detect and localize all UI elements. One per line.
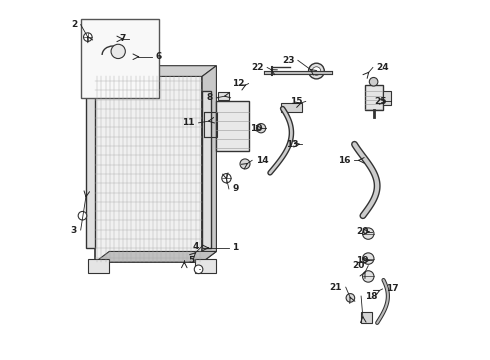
Polygon shape — [95, 251, 217, 262]
Text: 22: 22 — [251, 63, 264, 72]
Text: 20: 20 — [356, 227, 368, 236]
Text: 25: 25 — [375, 97, 387, 106]
Bar — [195, 258, 217, 273]
Bar — [202, 91, 211, 248]
Circle shape — [363, 228, 374, 239]
Text: 15: 15 — [290, 97, 302, 106]
Circle shape — [363, 271, 374, 282]
Bar — [218, 93, 229, 100]
Text: 21: 21 — [330, 283, 342, 292]
Circle shape — [346, 294, 355, 302]
Text: 18: 18 — [365, 292, 377, 301]
Circle shape — [83, 33, 92, 41]
Text: 20: 20 — [352, 261, 365, 270]
Circle shape — [78, 211, 87, 220]
Text: 3: 3 — [71, 225, 77, 234]
Bar — [383, 91, 392, 105]
Text: 23: 23 — [282, 56, 294, 65]
Text: 7: 7 — [119, 35, 125, 44]
Polygon shape — [202, 66, 217, 262]
Text: 5: 5 — [188, 256, 194, 265]
Polygon shape — [95, 66, 217, 76]
Bar — [217, 102, 248, 152]
Circle shape — [240, 159, 250, 169]
Text: 13: 13 — [286, 140, 298, 149]
Text: 10: 10 — [250, 124, 263, 133]
Circle shape — [369, 77, 378, 86]
Text: 6: 6 — [156, 52, 162, 61]
Bar — [86, 91, 95, 248]
Circle shape — [222, 174, 231, 183]
Text: 14: 14 — [256, 156, 269, 165]
Circle shape — [194, 265, 203, 274]
Text: 2: 2 — [71, 20, 77, 29]
Text: 16: 16 — [338, 156, 350, 165]
Circle shape — [309, 63, 324, 79]
Bar — [81, 19, 159, 98]
Text: 24: 24 — [376, 63, 389, 72]
Text: 8: 8 — [207, 93, 213, 102]
Bar — [281, 103, 302, 112]
Circle shape — [256, 123, 266, 133]
Bar — [361, 312, 372, 323]
Circle shape — [312, 67, 321, 75]
Ellipse shape — [218, 95, 229, 100]
Text: 11: 11 — [182, 118, 195, 127]
Text: 9: 9 — [232, 184, 239, 193]
Bar — [95, 76, 202, 262]
Circle shape — [111, 44, 125, 59]
Text: 17: 17 — [386, 284, 399, 293]
Bar — [204, 112, 218, 137]
Circle shape — [363, 253, 374, 264]
Text: 19: 19 — [356, 256, 368, 265]
Text: 1: 1 — [232, 243, 239, 252]
Bar — [88, 258, 109, 273]
Text: 12: 12 — [232, 79, 245, 88]
Text: 4: 4 — [192, 242, 198, 251]
Bar — [365, 85, 383, 111]
